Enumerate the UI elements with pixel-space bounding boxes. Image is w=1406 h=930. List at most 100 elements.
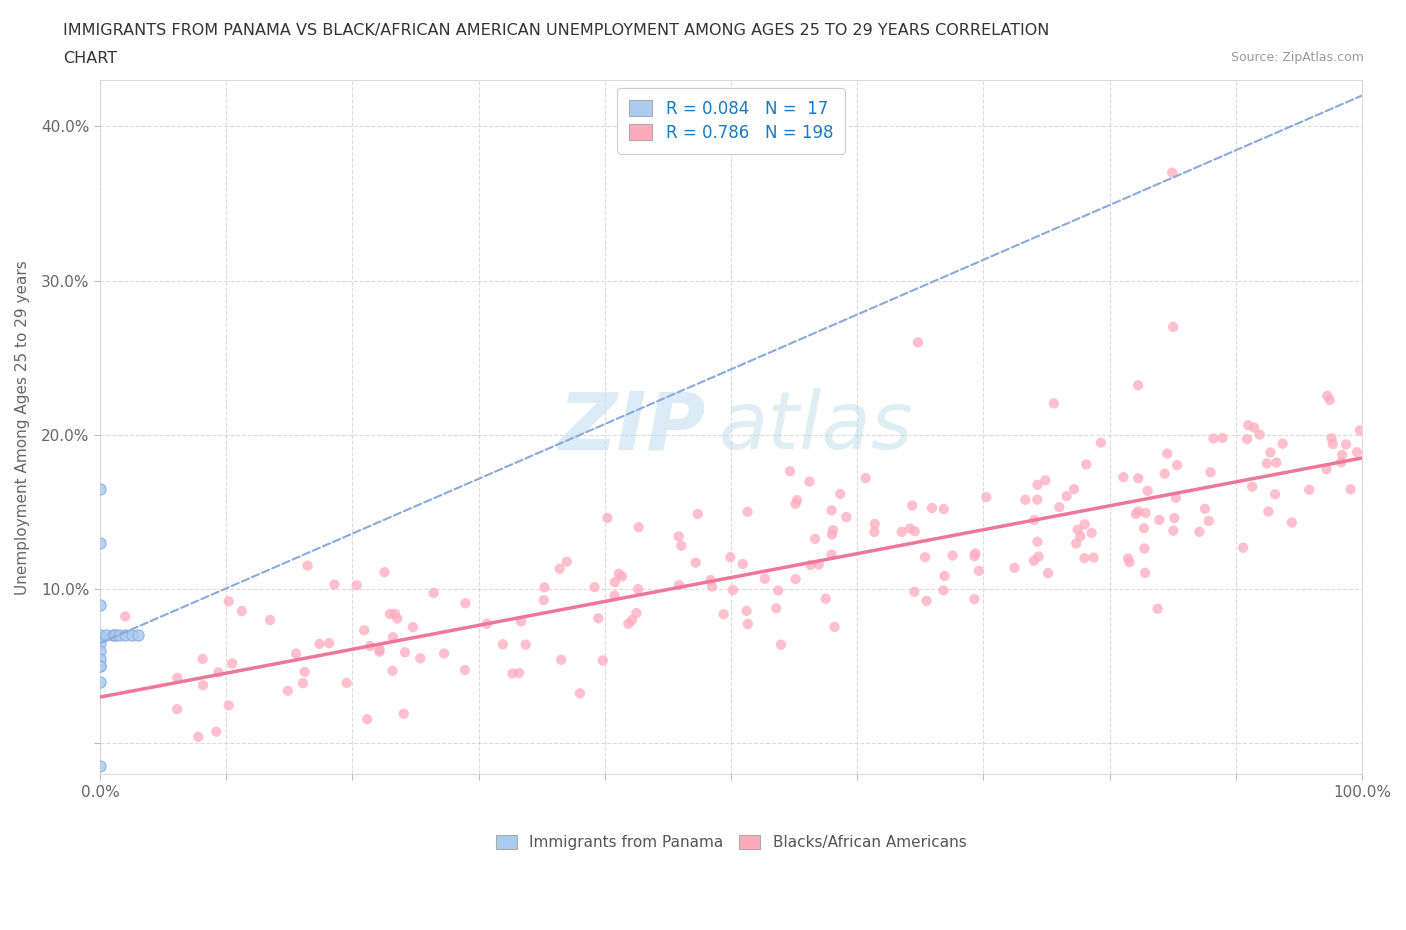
Point: [1256, 456, 1278, 471]
Point: [1028, 549, 1050, 564]
Point: [533, 580, 555, 595]
Point: [965, 546, 987, 561]
Point: [555, 554, 578, 569]
Point: [768, 583, 790, 598]
Point: [1198, 513, 1220, 528]
Point: [1348, 423, 1371, 438]
Point: [1128, 504, 1150, 519]
Point: [603, 588, 626, 603]
Point: [221, 656, 243, 671]
Point: [731, 556, 754, 571]
Point: [903, 584, 925, 599]
Point: [754, 571, 776, 586]
Point: [1322, 436, 1344, 451]
Point: [627, 520, 650, 535]
Point: [820, 503, 842, 518]
Point: [1346, 445, 1368, 459]
Point: [1073, 551, 1095, 565]
Point: [356, 711, 378, 726]
Point: [89, 651, 111, 666]
Point: [1166, 458, 1188, 472]
Point: [785, 497, 807, 512]
Point: [294, 664, 316, 679]
Point: [510, 614, 533, 629]
Point: [863, 525, 886, 539]
Point: [454, 596, 477, 611]
Point: [901, 498, 924, 513]
Point: [686, 507, 709, 522]
Point: [1212, 431, 1234, 445]
Point: [1320, 431, 1343, 445]
Point: [114, 628, 136, 643]
Point: [769, 637, 792, 652]
Point: [713, 606, 735, 621]
Point: [1036, 565, 1059, 580]
Point: [1202, 432, 1225, 446]
Point: [700, 579, 723, 594]
Point: [1194, 501, 1216, 516]
Point: [166, 671, 188, 685]
Point: [89, 674, 111, 689]
Point: [308, 636, 330, 651]
Point: [685, 555, 707, 570]
Text: Source: ZipAtlas.com: Source: ZipAtlas.com: [1230, 51, 1364, 64]
Point: [737, 617, 759, 631]
Point: [1125, 507, 1147, 522]
Point: [207, 665, 229, 680]
Point: [626, 605, 648, 620]
Point: [1064, 536, 1087, 551]
Point: [101, 628, 124, 643]
Point: [718, 550, 741, 565]
Point: [259, 613, 281, 628]
Point: [974, 489, 997, 504]
Point: [548, 562, 571, 577]
Point: [907, 335, 929, 350]
Point: [166, 702, 188, 717]
Point: [1076, 457, 1098, 472]
Point: [1133, 541, 1156, 556]
Point: [433, 646, 456, 661]
Text: atlas: atlas: [718, 388, 912, 466]
Point: [1024, 512, 1046, 527]
Point: [1146, 602, 1168, 617]
Point: [607, 566, 630, 581]
Text: IMMIGRANTS FROM PANAMA VS BLACK/AFRICAN AMERICAN UNEMPLOYMENT AMONG AGES 25 TO 2: IMMIGRANTS FROM PANAMA VS BLACK/AFRICAN …: [63, 23, 1050, 38]
Point: [1249, 427, 1271, 442]
Point: [1112, 470, 1135, 485]
Point: [934, 568, 956, 583]
Point: [942, 548, 965, 563]
Point: [205, 724, 228, 739]
Point: [855, 471, 877, 485]
Point: [1026, 492, 1049, 507]
Point: [1236, 432, 1258, 446]
Point: [114, 609, 136, 624]
Point: [1056, 488, 1078, 503]
Point: [737, 504, 759, 519]
Text: ZIP: ZIP: [558, 388, 706, 466]
Point: [1126, 378, 1149, 392]
Point: [1014, 492, 1036, 507]
Point: [187, 729, 209, 744]
Point: [89, 658, 111, 673]
Point: [550, 652, 572, 667]
Point: [454, 662, 477, 677]
Point: [863, 516, 886, 531]
Point: [387, 611, 409, 626]
Point: [89, 658, 111, 673]
Point: [1133, 565, 1156, 580]
Point: [533, 592, 555, 607]
Point: [804, 531, 827, 546]
Point: [1298, 483, 1320, 498]
Point: [1026, 534, 1049, 549]
Point: [89, 759, 111, 774]
Point: [786, 493, 808, 508]
Point: [1118, 555, 1140, 570]
Point: [359, 639, 381, 654]
Point: [291, 676, 314, 691]
Point: [1164, 490, 1187, 505]
Point: [1069, 529, 1091, 544]
Point: [588, 611, 610, 626]
Point: [1133, 521, 1156, 536]
Point: [277, 684, 299, 698]
Point: [1243, 420, 1265, 435]
